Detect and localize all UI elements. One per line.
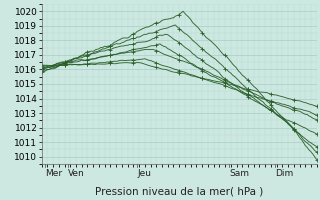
Text: Ven: Ven xyxy=(68,169,85,178)
Text: Sam: Sam xyxy=(229,169,249,178)
Text: Jeu: Jeu xyxy=(137,169,151,178)
Text: Mer: Mer xyxy=(45,169,62,178)
Text: Dim: Dim xyxy=(275,169,293,178)
Text: Pression niveau de la mer( hPa ): Pression niveau de la mer( hPa ) xyxy=(95,186,263,196)
